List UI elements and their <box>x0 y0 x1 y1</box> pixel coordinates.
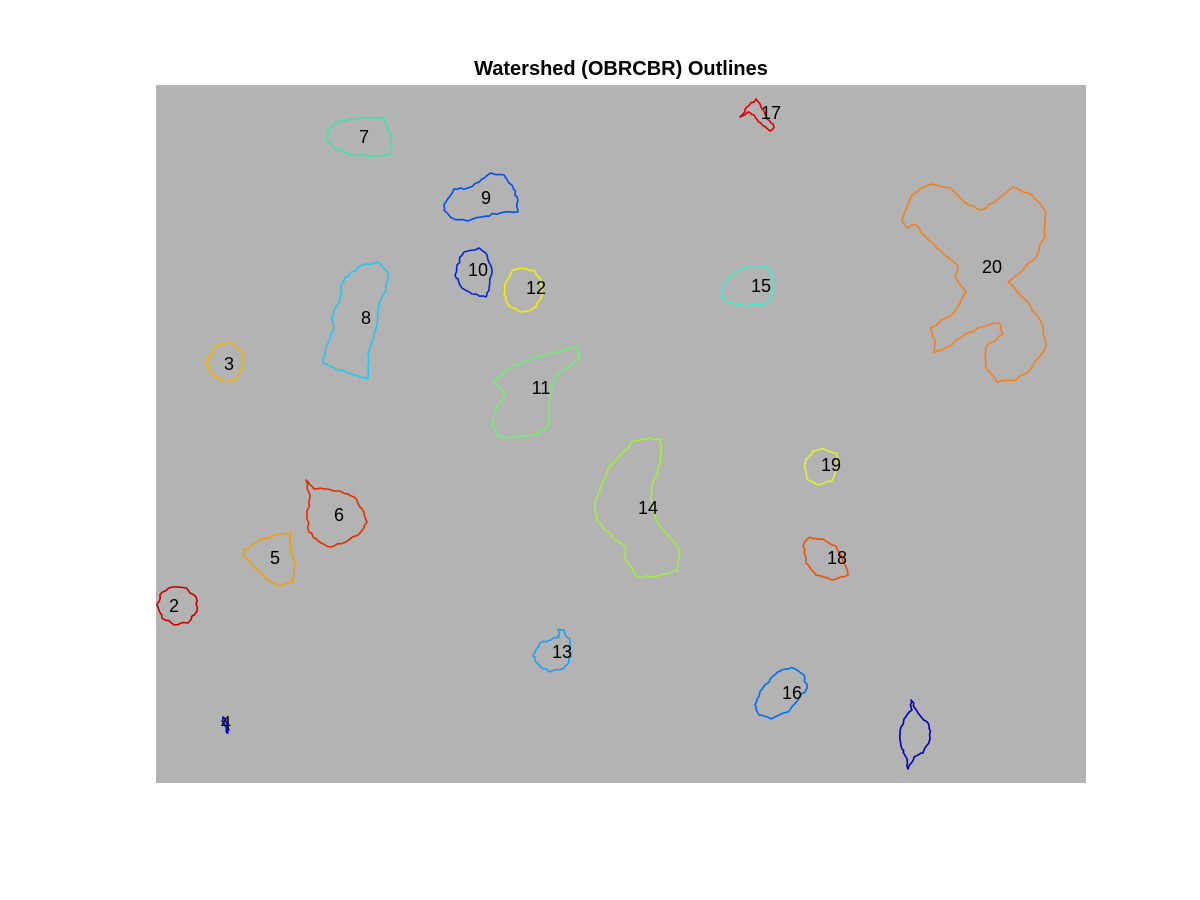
region-outline-9 <box>443 172 519 222</box>
region-label-16: 16 <box>782 683 802 703</box>
region-label-6: 6 <box>334 505 344 525</box>
region-label-12: 12 <box>526 278 546 298</box>
region-outline-16 <box>754 666 808 720</box>
image-background <box>156 85 1086 783</box>
region-label-17: 17 <box>761 103 781 123</box>
region-label-9: 9 <box>481 188 491 208</box>
region-outline-1 <box>899 699 932 770</box>
region-label-19: 19 <box>821 455 841 475</box>
region-outline-15 <box>720 265 775 307</box>
region-label-8: 8 <box>361 308 371 328</box>
region-outline-3 <box>205 340 245 383</box>
region-outline-5 <box>242 532 297 587</box>
region-outline-6 <box>305 479 368 548</box>
region-label-20: 20 <box>982 257 1002 277</box>
region-outline-11 <box>491 346 581 439</box>
region-outline-8 <box>322 261 389 380</box>
region-label-7: 7 <box>359 127 369 147</box>
region-outline-13 <box>532 628 572 673</box>
region-label-2: 2 <box>169 596 179 616</box>
region-outline-12 <box>503 267 543 313</box>
image-axes: 2 3 4 5 6 7 8 9 10 11 12 13 14 15 16 17 18 19 20 <box>156 85 1086 783</box>
region-label-13: 13 <box>552 642 572 662</box>
region-outline-7 <box>325 117 393 158</box>
region-outline-17 <box>739 98 775 132</box>
chart-title: Watershed (OBRCBR) Outlines <box>474 58 768 80</box>
region-outline-2 <box>156 586 199 626</box>
region-labels: 2 3 4 5 6 7 8 9 10 11 12 13 14 15 16 17 18 19 20 <box>169 103 1002 733</box>
region-label-4: 4 <box>221 713 231 733</box>
region-label-18: 18 <box>827 548 847 568</box>
region-label-3: 3 <box>224 354 234 374</box>
region-outline-20 <box>901 183 1047 383</box>
region-outline-4 <box>221 716 230 734</box>
region-outline-10 <box>454 247 493 298</box>
region-label-5: 5 <box>270 548 280 568</box>
region-label-15: 15 <box>751 276 771 296</box>
region-outline-14 <box>594 437 681 579</box>
region-outlines <box>156 98 1047 770</box>
region-label-11: 11 <box>532 378 551 398</box>
region-outline-19 <box>803 447 840 486</box>
region-label-10: 10 <box>468 260 488 280</box>
region-label-14: 14 <box>638 498 658 518</box>
region-outline-18 <box>802 536 849 581</box>
